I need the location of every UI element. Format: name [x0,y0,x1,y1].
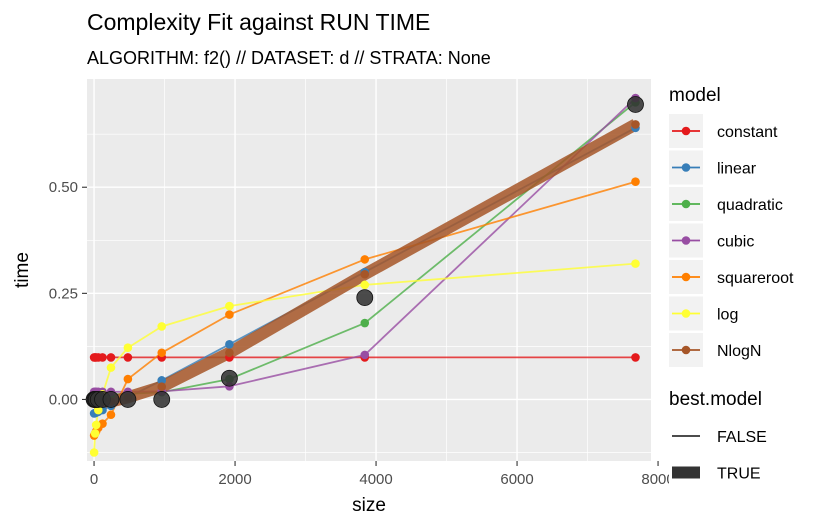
series-point-log [123,343,133,352]
observed-point [221,369,238,387]
legend-label-linear: linear [717,161,757,178]
x-axis-title: size [352,495,386,516]
series-point-nlogn [225,348,234,358]
series-point-nlogn [360,269,370,279]
legend-best: FALSE TRUE [669,419,767,490]
series-point-squareroot [631,177,640,187]
legend-key-point-squareroot [681,272,691,282]
legend-best-title: best.model [669,389,762,410]
series-point-nlogn [157,382,167,392]
observed-point [356,289,374,306]
legend-key-point-nlogn [681,345,691,355]
series-point-constant [123,353,133,362]
x-tick-labels: 0 2000 4000 6000 8000 [90,471,675,488]
series-point-constant [98,353,107,362]
x-tick-label: 2000 [218,471,251,488]
series-point-quadratic [360,318,370,328]
series-point-log [89,448,99,457]
series-point-log [157,322,167,331]
legend-label-cubic: cubic [717,234,754,251]
series-point-nlogn [631,120,640,129]
series-point-cubic [360,350,370,360]
legend-key-point-log [681,309,691,318]
observed-point [119,391,137,408]
legend-label-nlogn: NlogN [717,343,761,360]
legend-model: constant linear quadratic cubic squareroot lo… [669,114,794,367]
series-point-log [106,363,116,372]
y-tick-labels: 0.00 0.25 0.50 [49,179,78,408]
series-point-log [631,259,640,268]
series-point-log [225,301,234,311]
legend-label-quadratic: quadratic [717,197,783,214]
y-axis-title: time [12,252,33,288]
series-point-squareroot [106,410,116,420]
series-point-linear [225,339,234,349]
series-point-constant [106,353,116,362]
legend-model-title: model [669,85,721,106]
observed-point [102,391,120,408]
legend-key-point-constant [681,126,691,136]
series-point-squareroot [157,348,167,358]
chart-subtitle: ALGORITHM: f2() // DATASET: d // STRATA:… [87,48,491,68]
legend-label-true: TRUE [717,466,761,483]
series-point-squareroot [225,310,234,319]
legend-key-point-quadratic [681,199,691,209]
series-point-squareroot [360,255,370,264]
series-point-log [91,420,101,430]
legend-label-log: log [717,307,738,324]
legend-label-false: FALSE [717,429,767,446]
x-tick-label: 4000 [359,471,392,488]
observed-point [627,96,644,113]
y-tick-label: 0.00 [49,391,78,408]
series-point-linear [157,376,167,385]
x-tick-label: 6000 [500,471,533,488]
series-point-constant [631,353,640,362]
x-tick-label: 0 [90,471,98,488]
x-tick-label: 8000 [641,471,674,488]
y-tick-label: 0.50 [49,179,78,196]
legend-label-squareroot: squareroot [717,270,794,287]
axis-ticks [82,186,659,466]
series-point-log [90,429,100,438]
y-tick-label: 0.25 [49,285,78,302]
legend-key-point-cubic [681,236,691,245]
chart-title: Complexity Fit against RUN TIME [87,9,430,35]
series-point-log [360,280,370,290]
observed-point [153,391,171,408]
observed-points-layer [85,96,644,408]
legend-label-constant: constant [717,124,778,141]
series-point-squareroot [123,374,133,384]
legend-key-point-linear [681,163,691,172]
